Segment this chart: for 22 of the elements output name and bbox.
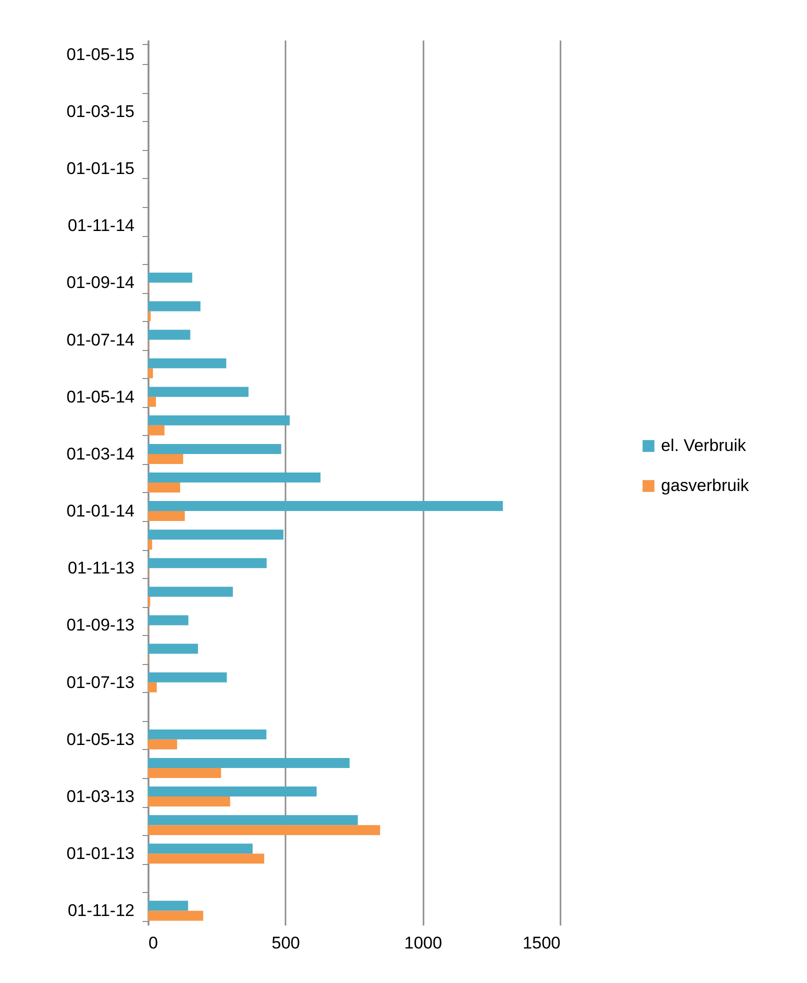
y-tick-label: 01-01-14 [66, 502, 134, 521]
x-tick-label: 1500 [522, 934, 560, 952]
y-tick-label: 01-09-13 [66, 616, 134, 635]
y-tick-label: 01-09-14 [66, 273, 134, 292]
y-tick-label: 01-11-12 [68, 901, 134, 920]
x-tick-label: 0 [148, 934, 158, 952]
y-tick-label: 01-05-13 [66, 730, 134, 749]
y-tick-label: 01-03-15 [66, 102, 134, 121]
legend-label: el. Verbruik [661, 436, 747, 455]
legend-label: gasverbruik [661, 476, 750, 495]
y-tick-label: 01-05-15 [66, 44, 134, 64]
y-tick-label: 01-03-14 [66, 444, 134, 464]
x-tick-label: 1000 [404, 934, 442, 952]
y-tick-label: 01-11-13 [68, 558, 134, 578]
x-tick-label: 500 [272, 934, 300, 952]
y-tick-label: 01-01-15 [66, 158, 134, 178]
y-tick-label: 01-07-14 [66, 330, 134, 350]
y-tick-label: 01-03-13 [66, 787, 134, 806]
y-tick-label: 01-07-13 [66, 672, 134, 692]
y-tick-label: 01-11-14 [68, 216, 134, 236]
y-tick-label: 01-05-14 [66, 387, 134, 406]
y-tick-label: 01-01-13 [66, 844, 134, 864]
